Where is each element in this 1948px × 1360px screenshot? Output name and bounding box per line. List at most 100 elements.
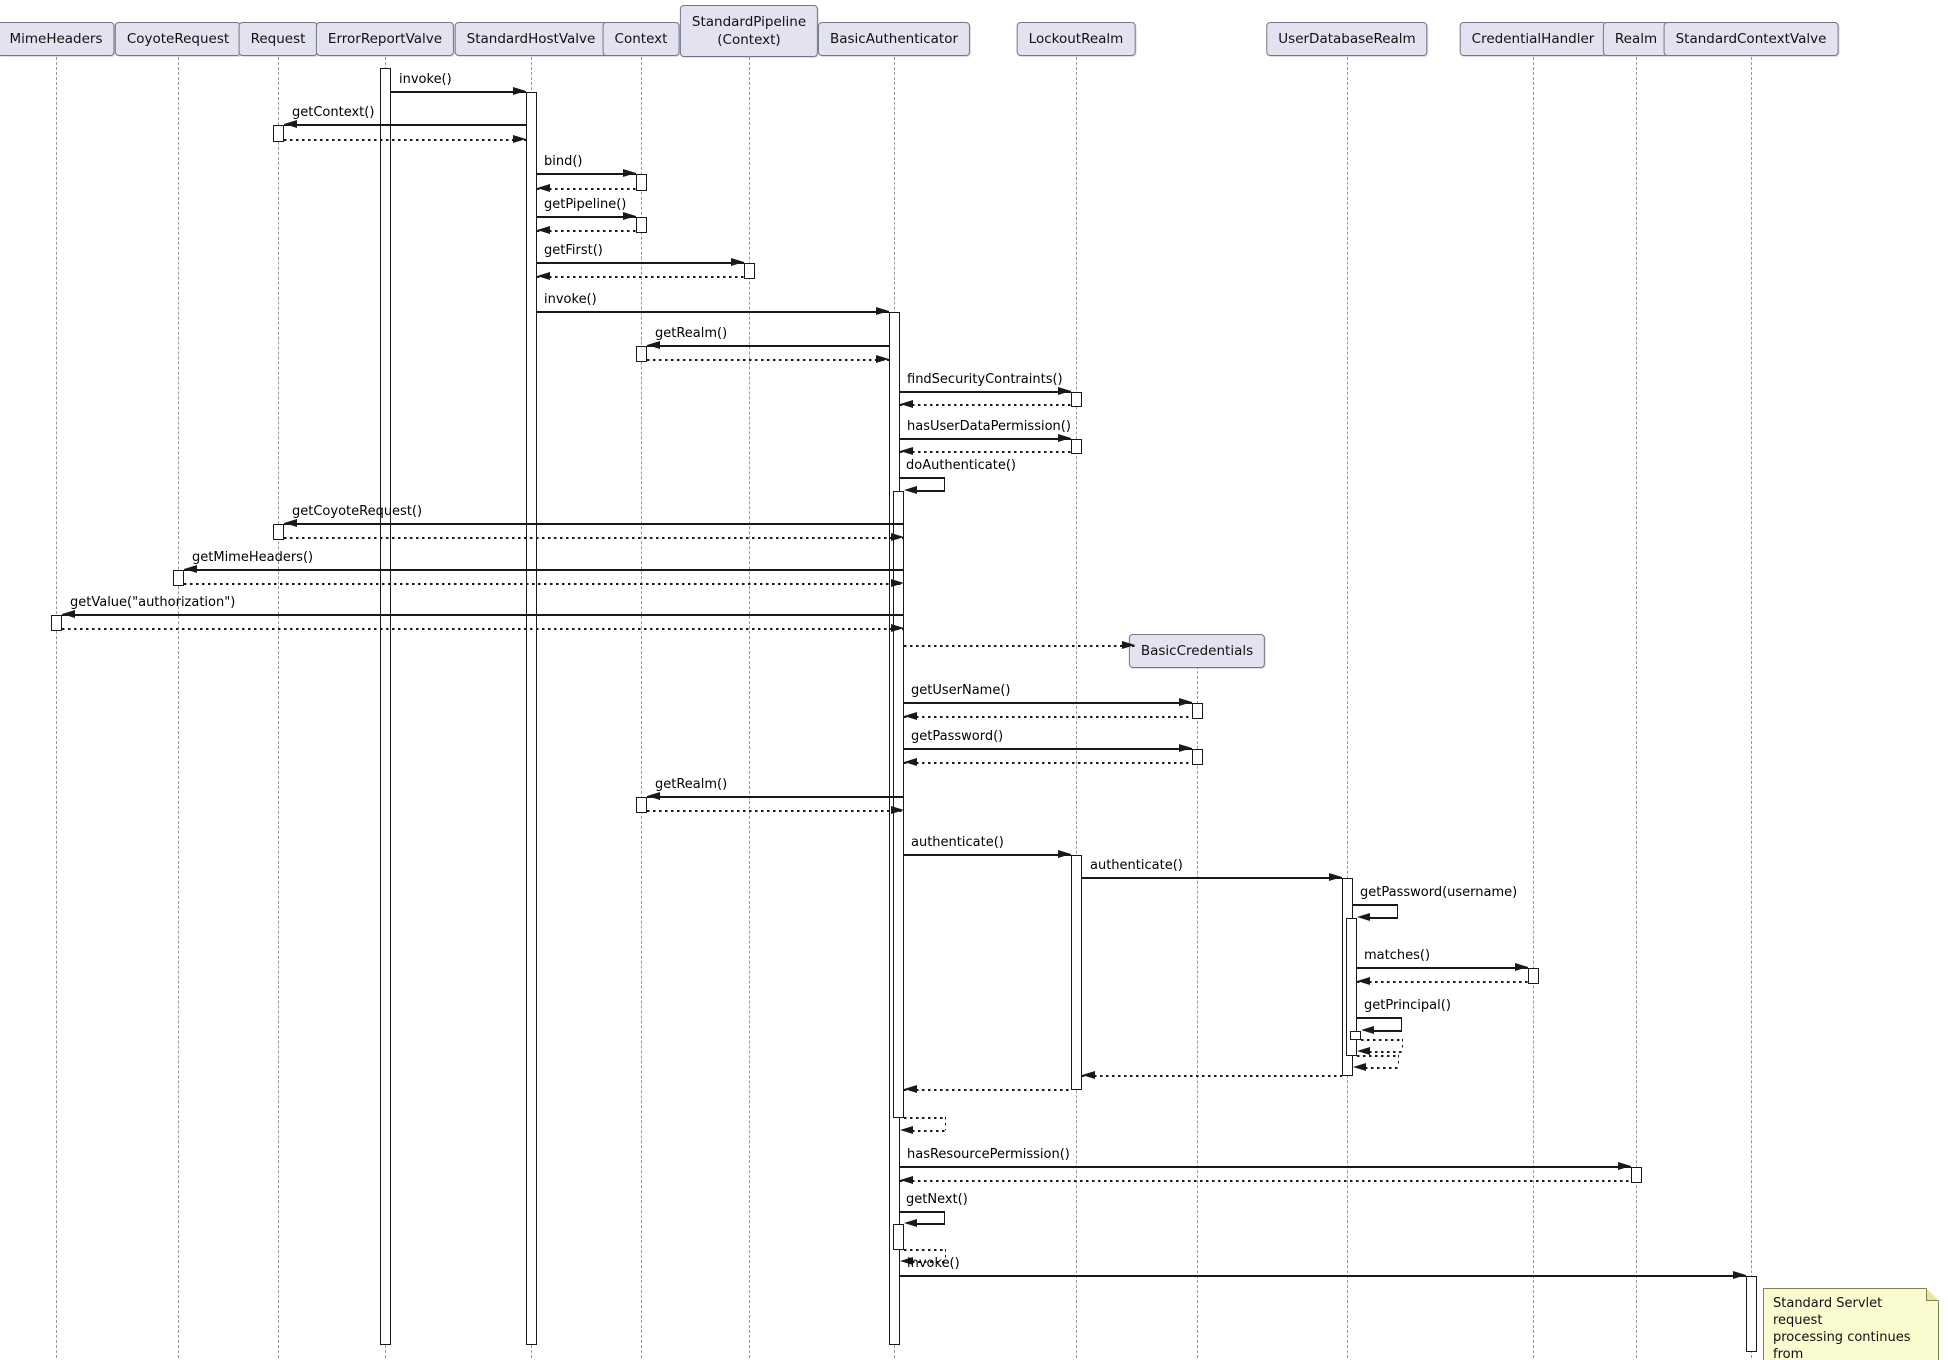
arrowhead: [903, 1219, 917, 1227]
arrowhead: [1057, 850, 1071, 858]
message-label: findSecurityContraints(): [907, 372, 1063, 387]
activation-bar: [525, 92, 537, 1345]
arrowhead: [1356, 977, 1370, 985]
arrowhead: [1617, 1162, 1631, 1170]
arrowhead: [1356, 913, 1370, 921]
lifeline-lockoutrealm: [1075, 57, 1077, 1358]
activation-bar: [1191, 749, 1203, 765]
message-label: matches(): [1364, 948, 1431, 963]
arrowhead: [903, 712, 917, 720]
participant-box-coyoterequest: CoyoteRequest: [114, 22, 242, 56]
message-line: [62, 614, 904, 616]
message-line: [536, 311, 889, 313]
message-line: [899, 404, 1071, 406]
self-message-line: [1397, 1055, 1399, 1067]
self-message-line: [1400, 1017, 1403, 1030]
activation-bar: [172, 570, 184, 586]
lifeline-realm: [1635, 57, 1637, 1358]
arrowhead: [890, 533, 904, 541]
self-message-line: [899, 1211, 945, 1213]
activation-bar: [635, 797, 647, 813]
activation-bar: [272, 125, 284, 142]
message-line: [899, 1166, 1631, 1168]
self-message-line: [911, 1261, 946, 1263]
activation-bar: [50, 615, 62, 631]
message-label: invoke(): [907, 1256, 960, 1271]
arrowhead: [903, 1085, 917, 1093]
activation-bar: [1349, 1031, 1361, 1040]
self-message-line: [915, 490, 945, 492]
arrowhead: [1328, 873, 1342, 881]
message-label: getFirst(): [544, 243, 603, 258]
message-line: [284, 124, 526, 126]
arrowhead: [284, 519, 297, 527]
arrowhead: [899, 1126, 913, 1134]
self-message-line: [1364, 1067, 1399, 1069]
note: Standard Servlet request processing cont…: [1763, 1288, 1939, 1360]
self-message-line: [899, 477, 945, 479]
message-label: doAuthenticate(): [906, 458, 1016, 473]
self-message-line: [944, 1249, 946, 1261]
message-label: getContext(): [292, 105, 375, 120]
activation-bar: [1070, 855, 1082, 1090]
activation-bar: [1527, 968, 1539, 984]
arrowhead: [536, 226, 550, 234]
self-message-line: [943, 1211, 946, 1223]
message-label: getMimeHeaders(): [192, 550, 314, 565]
arrowhead: [512, 135, 526, 143]
message-line: [903, 702, 1192, 704]
activation-bar: [892, 491, 904, 1118]
message-label: authenticate(): [1090, 858, 1183, 873]
participant-box-standardhostvalve: StandardHostValve: [454, 22, 608, 56]
activation-bar: [1191, 703, 1203, 719]
participant-box-request: Request: [238, 22, 318, 56]
activation-bar: [1630, 1167, 1642, 1183]
lifeline-standardcontextvalve: [1750, 57, 1752, 1358]
arrowhead: [875, 307, 889, 315]
message-line: [899, 1275, 1746, 1277]
participant-box-basicauthenticator: BasicAuthenticator: [817, 22, 971, 56]
message-line: [184, 569, 904, 571]
message-label: getPrincipal(): [1364, 998, 1451, 1013]
lifeline-mimeheaders: [55, 57, 57, 1358]
participant-box-standardpipeline-context: StandardPipeline (Context): [679, 5, 819, 57]
self-message-line: [1356, 1017, 1402, 1019]
message-line: [899, 1180, 1631, 1182]
message-line: [899, 451, 1071, 453]
message-line: [536, 276, 744, 278]
lifeline-standardpipeline-context: [748, 57, 750, 1358]
arrowhead: [536, 272, 550, 280]
self-message-line: [943, 477, 946, 490]
message-line: [1356, 981, 1528, 983]
arrowhead: [1057, 387, 1071, 395]
arrowhead: [890, 624, 904, 632]
message-label: getRealm(): [655, 777, 728, 792]
lifeline-coyoterequest: [177, 57, 179, 1358]
arrowhead: [284, 120, 297, 128]
message-label: hasUserDataPermission(): [907, 419, 1071, 434]
message-line: [647, 810, 904, 812]
arrowhead: [903, 486, 917, 494]
note-fold-icon: [1926, 1288, 1939, 1301]
message-label: getRealm(): [655, 326, 728, 341]
message-line: [391, 91, 526, 93]
arrowhead: [890, 806, 904, 814]
arrowhead: [62, 610, 75, 618]
message-line: [284, 537, 904, 539]
message-line: [1356, 967, 1528, 969]
arrowhead: [536, 184, 550, 192]
arrowhead: [1360, 1026, 1374, 1034]
lifeline-userdatabaserealm: [1346, 57, 1348, 1358]
message-line: [647, 345, 889, 347]
lifeline-credentialhandler: [1532, 57, 1534, 1358]
message-line: [903, 716, 1192, 718]
activation-bar: [743, 263, 755, 279]
lifeline-basiccredentials: [1196, 666, 1198, 1358]
self-message-line: [1352, 904, 1398, 906]
activation-bar: [892, 1224, 904, 1250]
arrowhead: [622, 212, 636, 220]
arrowhead: [899, 1176, 913, 1184]
self-message-line: [1368, 1051, 1403, 1053]
activation-bar: [1345, 918, 1357, 1056]
